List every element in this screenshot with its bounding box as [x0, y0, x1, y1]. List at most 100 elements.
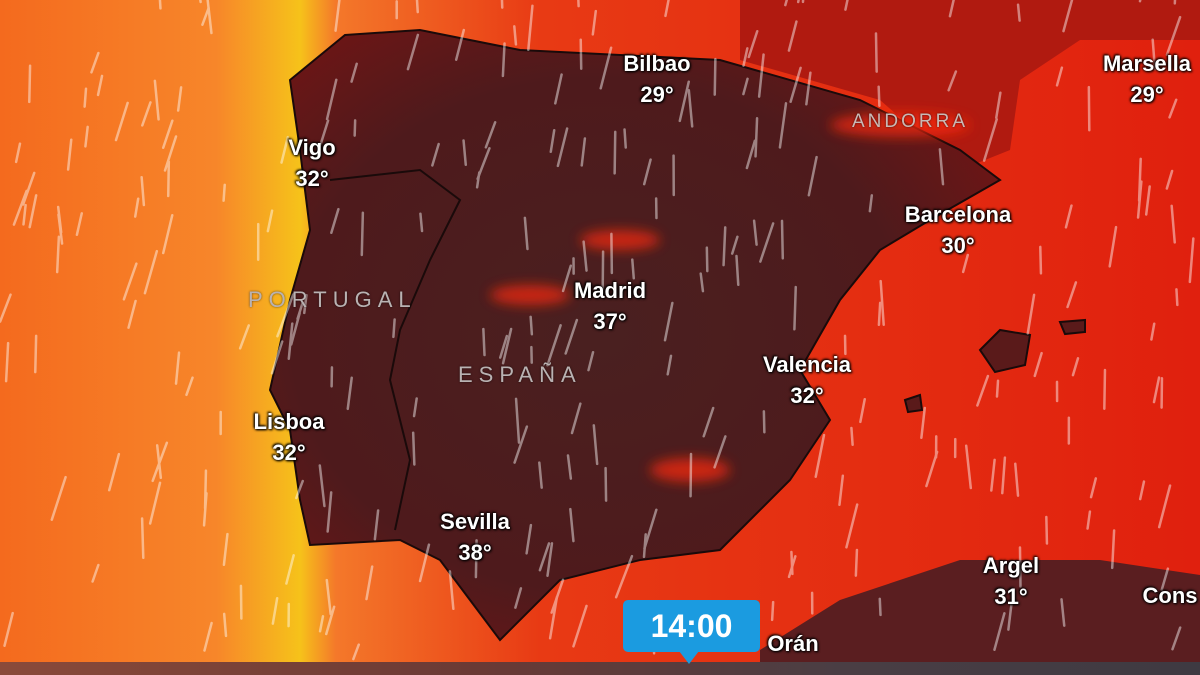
wind-streak: [678, 80, 690, 123]
wind-streak: [713, 57, 717, 96]
wind-streak: [280, 135, 290, 164]
wind-streak: [91, 563, 100, 583]
wind-streak: [90, 51, 100, 74]
wind-streak: [167, 160, 171, 198]
wind-streak: [1175, 288, 1179, 307]
wind-streak: [206, 0, 213, 35]
wind-streak: [140, 175, 146, 207]
city-name: Argel: [982, 553, 1040, 578]
wind-streak: [663, 301, 674, 342]
north-africa-land: [760, 560, 1200, 662]
wind-streak: [334, 0, 341, 32]
wind-streak: [814, 433, 826, 479]
city-temperature: 30°: [941, 233, 975, 258]
wind-streak: [127, 299, 137, 329]
wind-streak: [664, 0, 670, 18]
wind-streak: [295, 479, 304, 500]
city-label[interactable]: Orán: [767, 628, 818, 659]
wind-streak: [591, 9, 598, 36]
wind-streak: [501, 42, 506, 78]
wind-streak: [114, 101, 129, 142]
wind-streak: [318, 615, 325, 633]
wind-streak: [415, 0, 419, 14]
wind-streak: [1014, 462, 1020, 497]
wind-streak: [285, 554, 295, 585]
wind-streak: [538, 542, 551, 572]
wind-streak: [990, 458, 996, 492]
city-label[interactable]: Marsella 29°: [1103, 48, 1191, 110]
wind-streak: [513, 425, 529, 464]
wind-streak: [28, 194, 38, 229]
wind-streak: [787, 555, 797, 579]
wind-streak: [789, 66, 802, 103]
wind-streak: [266, 209, 274, 233]
city-label[interactable]: Lisboa 32°: [254, 406, 325, 468]
wind-streak: [642, 533, 647, 559]
wind-streak: [879, 279, 885, 326]
wind-streak: [529, 315, 534, 336]
wind-streak: [742, 47, 749, 67]
wind-streak: [462, 139, 468, 167]
wind-streak: [582, 240, 588, 272]
wind-streak: [1039, 245, 1043, 275]
wind-streak: [1001, 456, 1007, 495]
wind-streak: [325, 78, 338, 121]
wind-streak: [577, 0, 580, 8]
wind-streak: [1171, 626, 1182, 651]
city-temperature: 31°: [994, 584, 1028, 609]
wind-streak: [1060, 598, 1066, 627]
wind-streak: [801, 0, 805, 4]
wind-streak: [514, 397, 521, 444]
wind-streak: [878, 597, 882, 617]
wind-streak: [107, 452, 121, 492]
city-label[interactable]: Argel 31°: [983, 550, 1039, 612]
wind-streak: [713, 435, 727, 469]
wind-streak: [222, 183, 226, 202]
wind-streak: [1066, 281, 1078, 309]
wind-streak: [759, 222, 775, 263]
wind-streak: [474, 539, 478, 579]
wind-streak: [599, 46, 613, 90]
timeline-bar[interactable]: [0, 662, 1200, 675]
wind-streak: [56, 205, 63, 234]
wind-streak: [745, 139, 757, 170]
wind-streak: [642, 158, 652, 186]
wind-streak: [592, 424, 599, 466]
wind-streak: [587, 350, 595, 372]
current-time-badge[interactable]: 14:00: [623, 600, 760, 664]
wind-streak: [699, 272, 705, 293]
wind-streak: [754, 117, 759, 158]
wind-streak: [133, 197, 140, 218]
wind-streak: [1152, 376, 1161, 404]
city-label[interactable]: Bilbao 29°: [623, 48, 690, 110]
wind-streak: [513, 25, 518, 46]
city-label[interactable]: Madrid 37°: [574, 275, 646, 337]
wind-streak: [153, 79, 160, 121]
wind-streak: [948, 0, 955, 18]
city-label[interactable]: Sevilla 38°: [440, 506, 510, 568]
wind-streak: [57, 213, 64, 245]
wind-streak: [346, 376, 353, 411]
city-name: Madrid: [573, 278, 647, 303]
city-name: Valencia: [762, 352, 852, 377]
wind-streak: [454, 28, 466, 61]
mallorca: [978, 328, 1032, 374]
city-temperature: 29°: [1130, 82, 1164, 107]
wind-streak: [412, 397, 418, 418]
city-label[interactable]: Cons: [1143, 580, 1198, 611]
wind-streak: [549, 129, 556, 154]
city-name: Lisboa: [253, 409, 325, 434]
iberia-land: [268, 28, 1002, 642]
wind-streak: [325, 578, 332, 616]
wind-streak: [1188, 237, 1195, 284]
wind-streak: [1089, 477, 1098, 499]
city-label[interactable]: Barcelona 30°: [905, 199, 1011, 261]
city-label[interactable]: Vigo 32°: [288, 132, 335, 194]
wind-streak: [525, 523, 533, 555]
wind-streak: [1138, 480, 1146, 501]
city-label[interactable]: Valencia 32°: [763, 349, 851, 411]
wind-streak: [747, 29, 759, 59]
wind-streak: [877, 301, 882, 327]
city-temperature: 32°: [272, 440, 306, 465]
